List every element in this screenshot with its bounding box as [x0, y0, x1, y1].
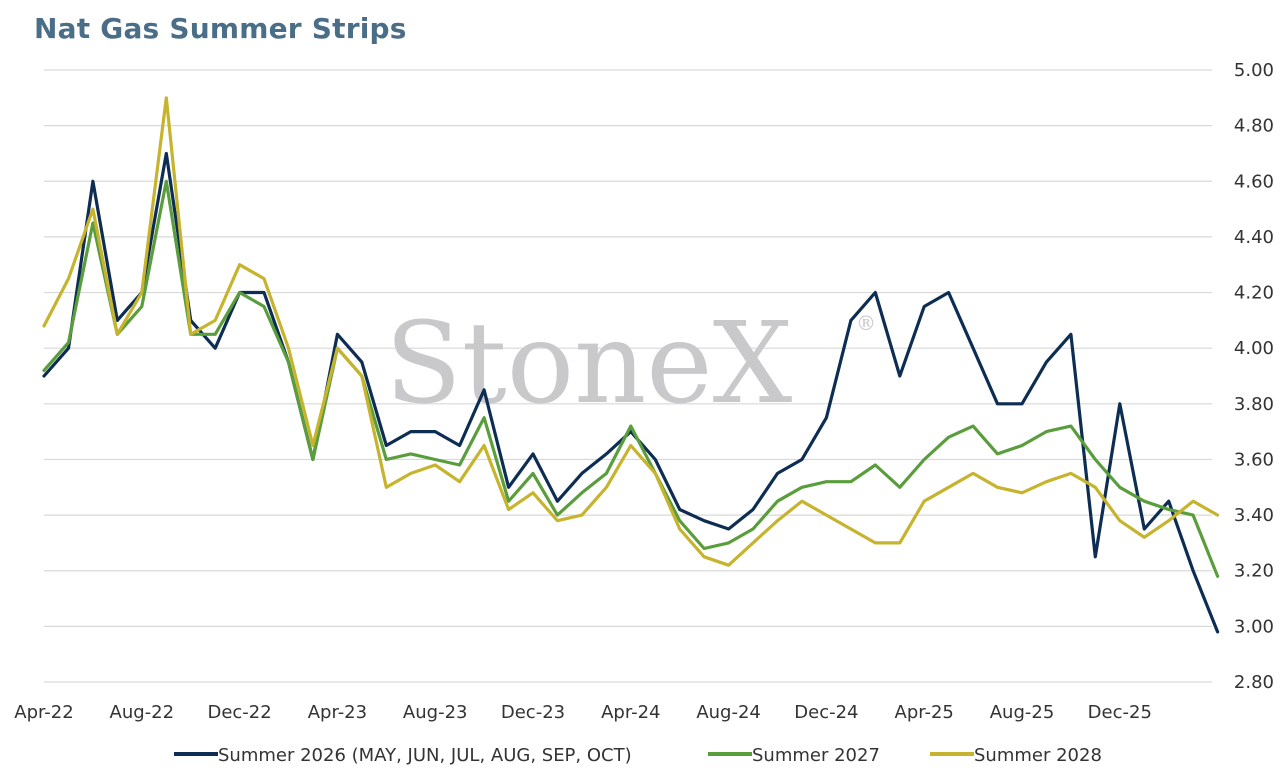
watermark: StoneX ® — [385, 299, 876, 429]
y-tick-label: 2.80 — [1234, 672, 1274, 693]
legend: Summer 2026 (MAY, JUN, JUL, AUG, SEP, OC… — [174, 745, 1102, 766]
y-tick-label: 3.40 — [1234, 505, 1274, 526]
chart-title: Nat Gas Summer Strips — [34, 12, 407, 45]
x-tick-label: Dec-24 — [794, 702, 858, 723]
watermark-text: StoneX — [385, 299, 793, 429]
y-tick-label: 3.20 — [1234, 561, 1274, 582]
x-tick-label: Aug-24 — [696, 702, 761, 723]
series-line-2 — [42, 179, 1220, 578]
x-tick-label: Aug-23 — [403, 702, 468, 723]
x-tick-label: Aug-22 — [110, 702, 175, 723]
x-tick-label: Dec-22 — [207, 702, 271, 723]
series-line-3 — [42, 96, 1220, 567]
x-tick-label: Apr-23 — [308, 702, 367, 723]
legend-label: Summer 2026 (MAY, JUN, JUL, AUG, SEP, OC… — [218, 745, 632, 766]
x-tick-label: Apr-25 — [895, 702, 954, 723]
legend-label: Summer 2028 — [974, 745, 1102, 766]
x-axis-ticks: Apr-22 Aug-22 Dec-22 Apr-23 Aug-23 Dec-23 Apr-… — [14, 702, 1152, 723]
x-tick-label: Apr-24 — [601, 702, 660, 723]
y-tick-label: 4.40 — [1234, 227, 1274, 248]
x-tick-label: Dec-25 — [1088, 702, 1152, 723]
y-tick-label: 4.80 — [1234, 116, 1274, 137]
x-tick-label: Apr-22 — [14, 702, 73, 723]
x-tick-label: Aug-25 — [990, 702, 1055, 723]
series-layer — [42, 96, 1220, 634]
y-tick-label: 3.80 — [1234, 394, 1274, 415]
y-tick-label: 3.00 — [1234, 616, 1274, 637]
y-axis-ticks: 2.80 3.00 3.20 3.40 3.60 3.80 4.00 4.20 4.40 4.60… — [1234, 60, 1274, 693]
y-tick-label: 4.00 — [1234, 338, 1274, 359]
y-tick-label: 3.60 — [1234, 449, 1274, 470]
legend-label: Summer 2027 — [752, 745, 880, 766]
y-tick-label: 4.60 — [1234, 171, 1274, 192]
y-tick-label: 4.20 — [1234, 283, 1274, 304]
watermark-registered-mark: ® — [856, 311, 876, 335]
y-tick-label: 5.00 — [1234, 60, 1274, 81]
x-tick-label: Dec-23 — [501, 702, 565, 723]
